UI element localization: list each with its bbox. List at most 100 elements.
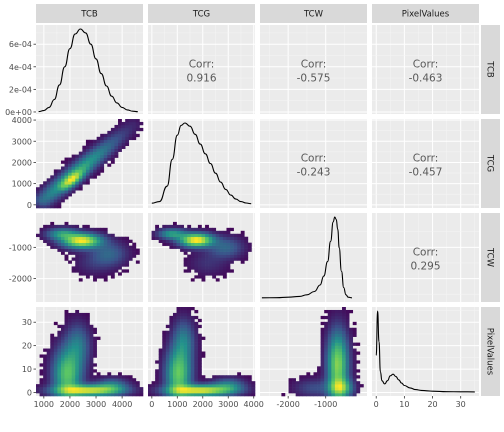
- heatmap-cell: [110, 381, 115, 385]
- heatmap-cell: [125, 263, 130, 267]
- heatmap-cell: [107, 133, 112, 138]
- heatmap-cell: [60, 372, 65, 376]
- panel-tcg-tcw: [260, 119, 367, 208]
- heatmap-cell: [230, 248, 234, 252]
- heatmap-cell: [226, 239, 231, 243]
- heatmap-cell: [53, 360, 58, 364]
- heatmap-cell: [194, 266, 199, 270]
- heatmap-cell: [334, 333, 339, 337]
- heatmap-cell: [197, 369, 202, 373]
- heatmap-cell: [219, 236, 224, 240]
- heatmap-cell: [148, 384, 152, 388]
- heatmap-cell: [93, 384, 97, 388]
- heatmap-cell: [205, 393, 209, 397]
- heatmap-cell: [338, 324, 343, 329]
- heatmap-cell: [89, 390, 94, 394]
- heatmap-cell: [64, 245, 69, 249]
- heatmap-cell: [169, 363, 174, 367]
- heatmap-cell: [172, 354, 177, 358]
- heatmap-cell: [82, 363, 87, 367]
- heatmap-cell: [320, 369, 325, 373]
- heatmap-cell: [64, 384, 69, 388]
- heatmap-cell: [128, 393, 133, 397]
- heatmap-cell: [114, 127, 119, 132]
- heatmap-cell: [100, 242, 105, 246]
- heatmap-cell: [306, 375, 311, 379]
- heatmap-cell: [187, 333, 192, 337]
- heatmap-cell: [128, 245, 133, 249]
- heatmap-cell: [180, 360, 184, 364]
- heatmap-cell: [110, 251, 115, 255]
- heatmap-cell: [125, 381, 130, 385]
- heatmap-cell: [89, 330, 94, 334]
- y-tick-label-tcb_density: 6e-04: [9, 40, 32, 49]
- heatmap-cell: [190, 307, 195, 311]
- heatmap-cell: [96, 266, 101, 270]
- heatmap-cell: [226, 245, 231, 249]
- heatmap-cell: [197, 354, 202, 358]
- heatmap-cell: [342, 381, 346, 385]
- heatmap-cell: [215, 230, 220, 235]
- heatmap-cell: [352, 351, 357, 355]
- heatmap-cell: [103, 384, 108, 388]
- heatmap-cell: [172, 224, 177, 229]
- heatmap-cell: [190, 393, 195, 397]
- heatmap-cell: [212, 387, 217, 391]
- heatmap-cell: [89, 351, 94, 355]
- heatmap-cell: [352, 378, 357, 382]
- heatmap-cell: [85, 366, 90, 370]
- heatmap-cell: [356, 342, 361, 346]
- heatmap-cell: [46, 390, 51, 394]
- heatmap-cell: [103, 230, 108, 235]
- heatmap-cell: [107, 393, 112, 397]
- heatmap-cell: [64, 227, 69, 232]
- heatmap-cell: [187, 378, 192, 382]
- heatmap-cell: [57, 336, 62, 340]
- heatmap-cell: [68, 193, 72, 197]
- heatmap-cell: [71, 154, 76, 158]
- heatmap-cell: [187, 330, 192, 334]
- heatmap-cell: [180, 357, 184, 361]
- heatmap-cell: [68, 187, 72, 191]
- heatmap-cell: [110, 263, 115, 267]
- heatmap-cell: [100, 169, 105, 173]
- heatmap-cell: [288, 390, 293, 394]
- heatmap-cell: [85, 257, 90, 261]
- heatmap-cell: [327, 348, 332, 352]
- heatmap-cell: [334, 312, 339, 317]
- heatmap-cell: [345, 375, 350, 379]
- heatmap-cell: [89, 245, 94, 249]
- heatmap-cell: [237, 251, 242, 255]
- x-tick-label-tcg: 4000: [244, 400, 264, 409]
- heatmap-cell: [82, 248, 87, 252]
- heatmap-cell: [317, 372, 321, 376]
- heatmap-cell: [82, 372, 87, 376]
- heatmap-cell: [85, 142, 90, 146]
- heatmap-cell: [233, 239, 238, 243]
- heatmap-cell: [197, 390, 202, 394]
- heatmap-cell: [201, 336, 206, 340]
- heatmap-cell: [85, 318, 90, 323]
- heatmap-cell: [187, 327, 192, 332]
- heatmap-cell: [82, 151, 87, 155]
- heatmap-cell: [324, 345, 329, 349]
- heatmap-cell: [93, 342, 97, 346]
- heatmap-cell: [68, 233, 72, 238]
- heatmap-cell: [194, 257, 199, 261]
- heatmap-cell: [71, 312, 76, 317]
- heatmap-cell: [237, 393, 242, 397]
- heatmap-cell: [64, 160, 69, 164]
- heatmap-cell: [89, 163, 94, 167]
- heatmap-cell: [82, 269, 87, 273]
- heatmap-cell: [82, 172, 87, 176]
- heatmap-cell: [226, 378, 231, 382]
- heatmap-cell: [320, 381, 325, 385]
- heatmap-cell: [299, 381, 304, 385]
- heatmap-cell: [96, 142, 101, 146]
- heatmap-cell: [78, 363, 83, 367]
- heatmap-cell: [39, 190, 44, 194]
- heatmap-cell: [165, 378, 170, 382]
- heatmap-cell: [183, 372, 188, 376]
- heatmap-cell: [194, 378, 199, 382]
- heatmap-cell: [50, 384, 55, 388]
